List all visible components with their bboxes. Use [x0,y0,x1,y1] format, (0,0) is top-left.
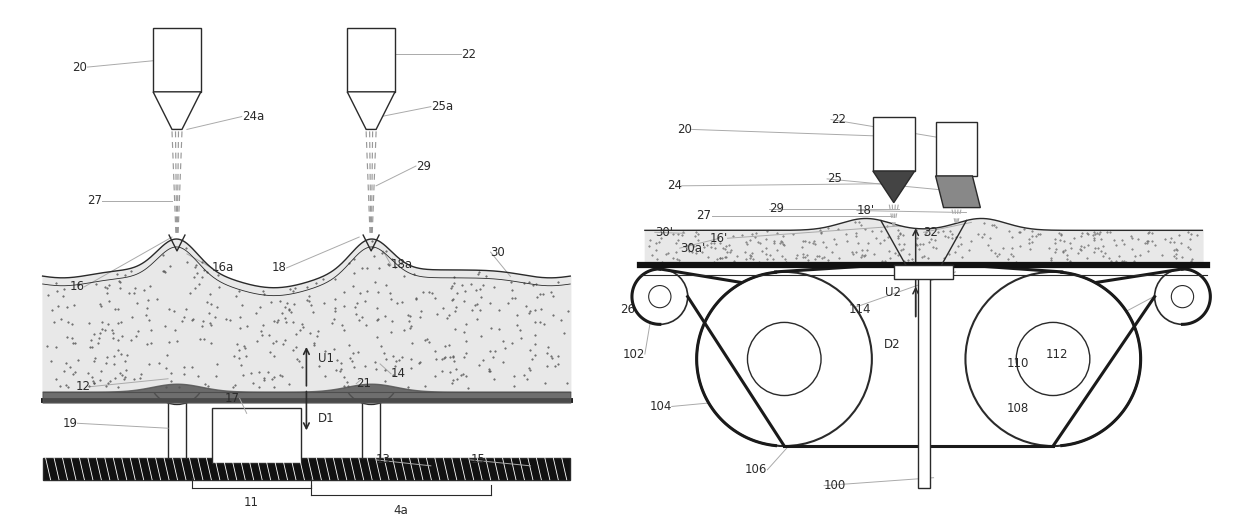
Circle shape [1017,322,1090,395]
Circle shape [1154,269,1210,324]
Text: 22: 22 [831,113,846,126]
Polygon shape [347,92,396,130]
Text: 18: 18 [272,261,286,275]
Text: 27: 27 [87,194,103,207]
Polygon shape [153,92,201,130]
Polygon shape [935,121,977,176]
Text: D2: D2 [884,338,900,351]
Text: 26: 26 [620,303,635,316]
Polygon shape [873,171,915,203]
Text: U1: U1 [319,352,335,365]
Text: 110: 110 [1007,358,1029,371]
Text: 25: 25 [827,172,842,185]
Polygon shape [918,265,930,488]
Text: 15: 15 [471,454,486,466]
Text: 11: 11 [244,496,259,509]
Text: 18': 18' [857,204,875,217]
Text: 19: 19 [62,417,77,430]
Text: 17: 17 [224,392,239,405]
Circle shape [649,286,671,308]
Text: 29: 29 [415,160,432,173]
Polygon shape [212,408,301,463]
Text: 20: 20 [72,60,87,74]
Text: 4a: 4a [393,504,408,517]
Circle shape [357,363,386,391]
Text: 104: 104 [650,400,672,413]
Text: 21: 21 [356,377,371,390]
Text: 108: 108 [1007,402,1028,415]
Polygon shape [42,458,570,480]
Circle shape [632,269,688,324]
Text: 30: 30 [491,246,506,259]
Text: 24a: 24a [242,110,264,123]
Circle shape [162,363,191,391]
Text: 14: 14 [391,368,405,380]
Text: 30': 30' [655,226,673,239]
Text: 12: 12 [76,380,91,393]
Polygon shape [935,176,981,207]
Text: 29: 29 [769,202,785,215]
Text: 13: 13 [376,454,391,466]
Circle shape [748,322,821,395]
Circle shape [149,349,205,404]
Text: 102: 102 [622,348,645,361]
Circle shape [1172,286,1194,308]
Text: 25a: 25a [430,100,453,113]
Text: 106: 106 [745,463,768,476]
Text: D1: D1 [319,412,335,425]
Text: 24: 24 [667,180,682,192]
Polygon shape [347,27,396,92]
Text: 114: 114 [849,303,872,316]
Polygon shape [894,265,954,279]
Polygon shape [153,27,201,92]
Text: 112: 112 [1047,348,1069,361]
Polygon shape [169,349,186,458]
Circle shape [966,272,1141,446]
Text: 27: 27 [697,209,712,222]
Polygon shape [362,349,381,458]
Text: U2: U2 [884,286,900,299]
Text: 18a: 18a [391,258,413,271]
Text: 16': 16' [709,232,728,245]
Text: 16: 16 [69,280,84,293]
Text: 30a': 30a' [680,242,706,255]
Text: 32: 32 [924,226,939,239]
Text: 22: 22 [461,48,476,61]
Text: 20: 20 [677,123,692,136]
Text: 16a: 16a [212,261,234,275]
Circle shape [697,272,872,446]
Text: 100: 100 [825,479,847,492]
Polygon shape [873,117,915,171]
Circle shape [343,349,399,404]
